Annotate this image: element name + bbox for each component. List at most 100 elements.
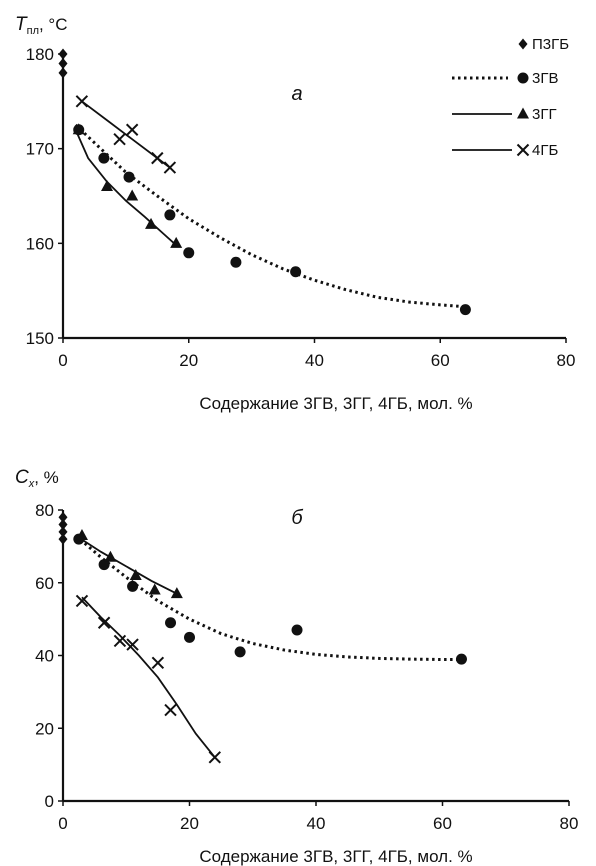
x-tick-label: 0 <box>58 351 67 370</box>
data-point <box>58 48 68 60</box>
data-point <box>58 67 68 79</box>
x-tick-label: 60 <box>433 814 452 833</box>
data-point <box>98 152 110 164</box>
data-point <box>455 653 467 665</box>
data-point <box>58 526 68 538</box>
y-tick-label: 180 <box>26 45 54 64</box>
x-stroke <box>75 95 89 108</box>
data-point <box>98 559 110 571</box>
data-point <box>125 123 139 136</box>
x-axis-label: Содержание 3ГВ, 3ГГ, 4ГБ, мол. % <box>199 394 472 413</box>
data-point <box>101 180 114 192</box>
legend-item: 3ГГ <box>452 106 557 123</box>
y-tick-label: 0 <box>45 792 54 811</box>
trend-line <box>74 534 462 662</box>
data-point <box>72 123 85 135</box>
legend-label: 3ГГ <box>532 106 557 123</box>
x-stroke <box>125 123 139 136</box>
data-point <box>170 587 183 599</box>
legend-label: 4ГБ <box>532 142 558 159</box>
legend-label: П3ГБ <box>532 36 569 53</box>
data-point <box>104 550 117 562</box>
legend: П3ГБ 3ГВ 3ГГ 4ГБ <box>452 36 569 159</box>
data-point <box>113 132 126 146</box>
y-axis-label: Cx, % <box>15 467 59 490</box>
y-tick-label: 150 <box>26 329 54 348</box>
data-point <box>113 634 127 648</box>
legend-item: 4ГБ <box>452 142 558 159</box>
y-tick-label: 80 <box>35 501 54 520</box>
x-stroke <box>151 656 165 669</box>
legend-marker <box>518 38 528 50</box>
x-tick-label: 80 <box>560 814 579 833</box>
y-tick-label: 160 <box>26 234 54 253</box>
x-stroke <box>113 132 126 146</box>
y-tick-label: 170 <box>26 140 54 159</box>
data-point <box>163 161 177 174</box>
x-stroke <box>126 638 139 651</box>
data-point <box>58 519 68 531</box>
data-point <box>164 209 176 221</box>
data-point <box>183 247 195 259</box>
y-tick-label: 40 <box>35 647 54 666</box>
x-tick-label: 20 <box>179 351 198 370</box>
x-stroke <box>516 143 530 157</box>
chart-panel-2: 0 20 40 60 80 0 20 40 60 80 Содержание 3ГВ, 3ГГ, 4… <box>15 467 578 866</box>
trend-line <box>75 534 178 595</box>
legend-marker <box>517 107 529 119</box>
data-point <box>184 631 195 643</box>
x-stroke <box>113 634 127 648</box>
legend-label: 3ГВ <box>532 70 558 87</box>
data-point <box>151 151 164 165</box>
data-point <box>127 580 139 592</box>
x-stroke <box>75 594 89 608</box>
trend-line <box>81 596 216 758</box>
trend-line <box>74 123 466 309</box>
data-point <box>129 568 142 580</box>
x-tick-label: 20 <box>180 814 199 833</box>
legend-item: П3ГБ <box>518 36 569 53</box>
data-point <box>165 617 177 629</box>
data-point <box>97 616 111 629</box>
data-point <box>151 656 165 669</box>
x-stroke <box>97 616 111 629</box>
y-axis-label: Tпл, °C <box>15 14 68 37</box>
y-tick-label: 60 <box>35 574 54 593</box>
x-stroke <box>208 751 222 764</box>
data-point <box>230 256 242 268</box>
data-point <box>58 57 68 69</box>
data-point <box>75 594 89 608</box>
data-point <box>75 528 88 540</box>
data-point <box>145 217 158 229</box>
x-tick-label: 60 <box>431 351 450 370</box>
x-tick-label: 40 <box>307 814 326 833</box>
data-point <box>164 703 177 717</box>
data-point <box>170 236 183 248</box>
legend-marker <box>517 72 529 84</box>
x-stroke <box>164 703 177 717</box>
x-stroke <box>151 151 164 165</box>
data-point <box>126 638 139 651</box>
panel-label: б <box>291 507 303 529</box>
data-point <box>208 751 222 764</box>
data-point <box>459 304 471 316</box>
data-point <box>234 646 246 658</box>
panel-label: а <box>291 83 302 105</box>
data-point <box>58 511 68 523</box>
x-tick-label: 40 <box>305 351 324 370</box>
x-stroke <box>163 161 177 174</box>
data-point <box>291 624 303 636</box>
data-point <box>75 95 89 108</box>
chart-panel-1: 150 160 170 180 0 20 40 60 80 Содержание 3ГВ, 3ГГ… <box>15 14 575 413</box>
legend-item: 3ГВ <box>452 70 558 87</box>
trend-line <box>74 129 177 246</box>
data-point <box>123 171 135 183</box>
legend-marker <box>516 143 530 157</box>
data-point <box>58 533 68 545</box>
x-tick-label: 0 <box>58 814 67 833</box>
data-point <box>126 189 139 201</box>
y-tick-label: 20 <box>35 719 54 738</box>
x-axis-label: Содержание 3ГВ, 3ГГ, 4ГБ, мол. % <box>199 847 472 866</box>
x-tick-label: 80 <box>557 351 576 370</box>
